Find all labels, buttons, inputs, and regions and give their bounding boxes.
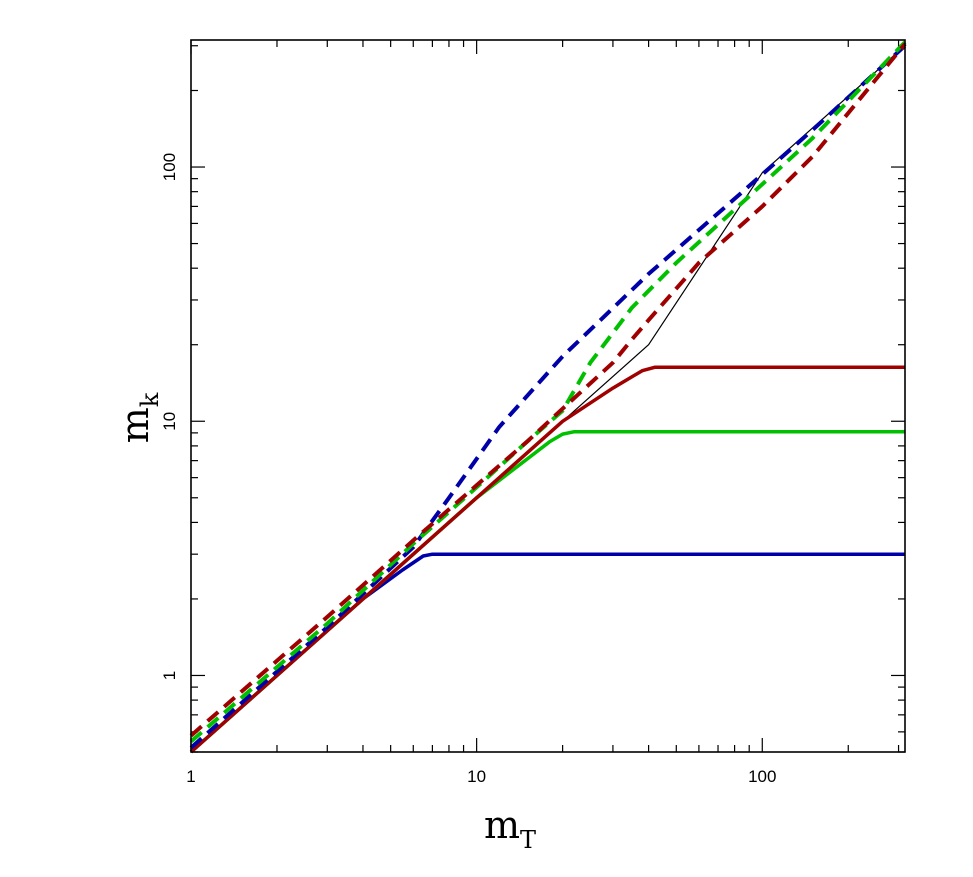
series-line-5	[189, 40, 907, 744]
series-line-2	[189, 365, 905, 754]
plot-frame	[190, 39, 906, 753]
series-group	[189, 40, 907, 754]
series-line-4	[189, 44, 907, 750]
tick-labels: 1 10 100 1 10 100	[160, 153, 776, 786]
series-line-6	[189, 42, 907, 738]
x-axis-title: mT	[484, 803, 536, 854]
x-tick-label: 100	[748, 767, 776, 786]
y-tick-label: 10	[160, 412, 179, 431]
series-line-1	[189, 429, 905, 754]
x-tick-label: 10	[467, 767, 486, 786]
y-tick-label: 1	[160, 671, 179, 680]
y-axis-title: mk	[113, 392, 164, 443]
axis-ticks	[190, 40, 905, 753]
x-tick-label: 1	[186, 767, 195, 786]
y-tick-label: 100	[160, 153, 179, 181]
